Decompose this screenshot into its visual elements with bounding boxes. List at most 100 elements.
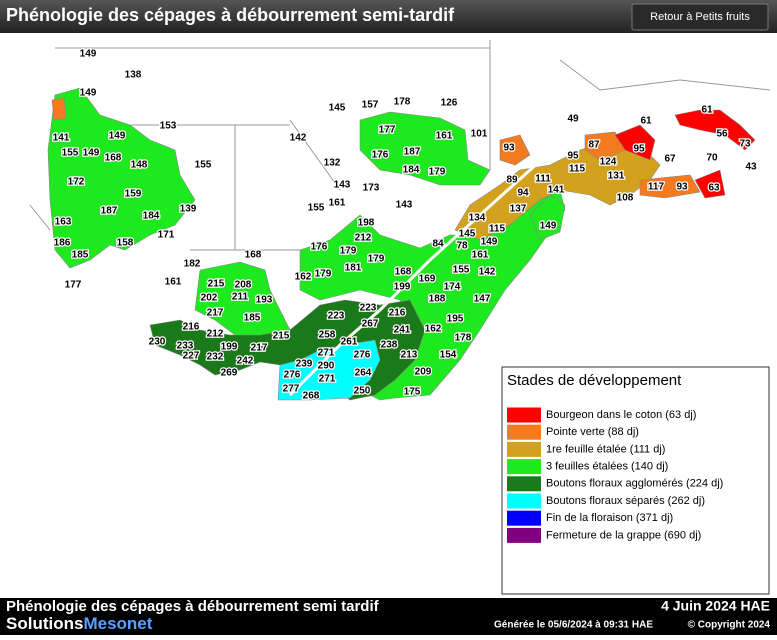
map-label: 89 (506, 175, 518, 186)
legend-swatch (507, 424, 541, 440)
map-label: 155 (453, 265, 470, 276)
map-label: 239 (296, 359, 313, 370)
map-label: 199 (221, 342, 238, 353)
legend-swatch (507, 459, 541, 475)
map-label: 141 (53, 133, 70, 144)
map-region (639, 174, 701, 199)
map-label: 217 (251, 343, 268, 354)
map-region (674, 109, 756, 151)
map-label: 148 (131, 160, 148, 171)
map-label: 87 (588, 140, 600, 151)
map-label: 215 (208, 279, 225, 290)
map-label: 163 (55, 217, 72, 228)
map-label: 78 (456, 241, 468, 252)
map-label: 184 (143, 211, 160, 222)
map-label: 95 (567, 151, 579, 162)
map-region (359, 111, 491, 186)
map-label: 93 (676, 182, 688, 193)
map-label: 199 (394, 282, 411, 293)
map-label: 264 (355, 368, 372, 379)
map-label: 149 (80, 49, 97, 60)
legend-swatch (507, 510, 541, 526)
map-label: 49 (567, 114, 579, 125)
map-label: 215 (273, 331, 290, 342)
map-label: 158 (117, 238, 134, 249)
map-label: 138 (125, 70, 142, 81)
map-region (47, 87, 196, 269)
map-label: 149 (109, 131, 126, 142)
copyright: © Copyright 2024 (688, 620, 771, 631)
map-label: 56 (716, 129, 728, 140)
river (288, 93, 771, 397)
legend-title: Stades de développement (507, 372, 682, 389)
map-label: 70 (706, 153, 718, 164)
legend-label: Bourgeon dans le coton (63 dj) (546, 409, 696, 421)
map-label: 175 (404, 387, 421, 398)
map-label: 95 (633, 144, 645, 155)
legend-label: 1re feuille étalée (111 dj) (546, 443, 665, 455)
map-label: 161 (436, 131, 453, 142)
map-label: 132 (324, 158, 341, 169)
back-button[interactable] (631, 3, 769, 31)
map-label: 149 (80, 88, 97, 99)
map-label: 185 (72, 250, 89, 261)
map-label: 173 (363, 183, 380, 194)
map-label: 139 (180, 204, 197, 215)
legend-label: Boutons floraux séparés (262 dj) (546, 495, 705, 507)
map-label: 176 (311, 242, 328, 253)
map-label: 157 (362, 100, 379, 111)
map-label: 147 (474, 294, 491, 305)
map-label: 63 (708, 183, 720, 194)
legend-label: 3 feuilles étalées (140 dj) (546, 461, 668, 473)
legend-label: Fermeture de la grappe (690 dj) (546, 529, 701, 541)
map-label: 179 (429, 167, 446, 178)
map-label: 198 (358, 218, 375, 229)
brand-accent: Mesonet (83, 614, 152, 633)
map-label: 149 (83, 148, 100, 159)
boundaries (29, 40, 771, 251)
map-label: 155 (62, 148, 79, 159)
map-region (454, 139, 661, 241)
map-label: 232 (207, 352, 224, 363)
map-label: 209 (415, 367, 432, 378)
page-title: Phénologie des cépages à débourrement se… (6, 5, 455, 25)
map-label: 250 (354, 386, 371, 397)
map-label: 238 (381, 340, 398, 351)
map-label: 213 (401, 350, 418, 361)
map-label: 168 (245, 250, 262, 261)
map-label: 211 (232, 292, 249, 303)
map-label: 149 (481, 237, 498, 248)
map-label: 184 (403, 165, 420, 176)
map-label: 143 (334, 180, 351, 191)
map-label: 161 (329, 198, 346, 209)
map-label: 168 (395, 267, 412, 278)
map-label: 258 (319, 330, 336, 341)
map-label: 93 (503, 143, 515, 154)
map-region (277, 339, 381, 401)
map-label: 174 (444, 282, 461, 293)
footer-date: 4 Juin 2024 HAE (661, 598, 770, 614)
legend-swatch (507, 493, 541, 509)
map-label: 230 (149, 337, 166, 348)
map-label: 94 (517, 188, 529, 199)
map-label: 178 (455, 333, 472, 344)
map-label: 179 (368, 254, 385, 265)
map-label: 67 (664, 154, 676, 165)
map-label: 131 (608, 171, 625, 182)
legend-swatch (507, 407, 541, 423)
map-label: 141 (548, 185, 565, 196)
legend-items: Bourgeon dans le coton (63 dj) Pointe ver… (507, 407, 723, 543)
legend-swatch (507, 476, 541, 492)
back-button-label[interactable]: Retour à Petits fruits (650, 11, 750, 23)
map-label: 108 (617, 193, 634, 204)
footer-title: Phénologie des cépages à débourrement se… (6, 598, 380, 615)
map-label: 178 (394, 97, 411, 108)
brand: SolutionsMesonet (6, 614, 153, 633)
map-label: 61 (640, 116, 652, 127)
map-label: 188 (429, 294, 446, 305)
map-label: 172 (68, 177, 85, 188)
map-region (529, 194, 566, 241)
map-label: 115 (569, 164, 586, 175)
map-label: 276 (354, 350, 371, 361)
